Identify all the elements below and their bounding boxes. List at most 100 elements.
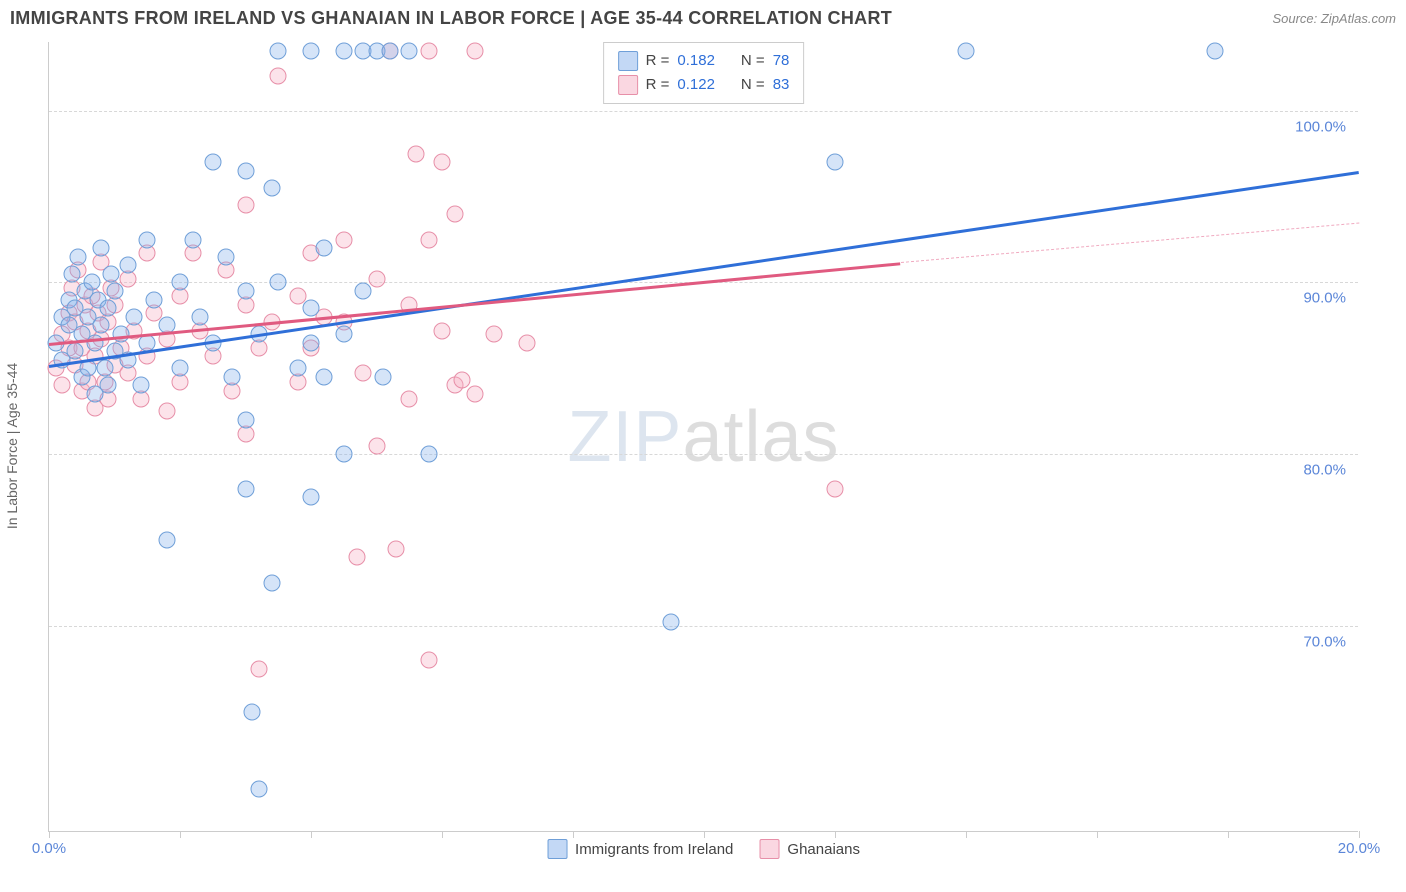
data-point xyxy=(237,480,254,497)
data-point xyxy=(237,197,254,214)
legend-row: R = 0.182 N = 78 xyxy=(618,49,790,73)
data-point xyxy=(106,283,123,300)
data-point xyxy=(407,145,424,162)
data-point xyxy=(420,231,437,248)
data-point xyxy=(303,489,320,506)
source-label: Source: ZipAtlas.com xyxy=(1272,11,1396,26)
data-point xyxy=(224,368,241,385)
x-tick xyxy=(835,831,836,838)
x-tick xyxy=(442,831,443,838)
data-point xyxy=(316,368,333,385)
data-point xyxy=(335,42,352,59)
data-point xyxy=(335,231,352,248)
data-point xyxy=(67,343,84,360)
watermark: ZIPatlas xyxy=(567,396,839,478)
watermark-atlas: atlas xyxy=(682,397,839,477)
data-point xyxy=(250,781,267,798)
data-point xyxy=(519,334,536,351)
data-point xyxy=(466,42,483,59)
data-point xyxy=(86,334,103,351)
data-point xyxy=(126,308,143,325)
data-point xyxy=(217,248,234,265)
data-point xyxy=(368,271,385,288)
data-point xyxy=(355,283,372,300)
data-point xyxy=(388,540,405,557)
legend-n-value: 78 xyxy=(773,49,790,73)
legend-swatch-ghana xyxy=(618,75,638,95)
x-tick xyxy=(573,831,574,838)
data-point xyxy=(270,68,287,85)
data-point xyxy=(401,391,418,408)
legend-r-value: 0.122 xyxy=(677,73,715,97)
title-bar: IMMIGRANTS FROM IRELAND VS GHANAIAN IN L… xyxy=(10,8,1396,29)
data-point xyxy=(250,660,267,677)
data-point xyxy=(401,42,418,59)
x-tick xyxy=(966,831,967,838)
gridline xyxy=(49,454,1358,455)
legend-swatch-ghana xyxy=(759,839,779,859)
data-point xyxy=(375,368,392,385)
legend-n-value: 83 xyxy=(773,73,790,97)
plot-area: ZIPatlas R = 0.182 N = 78 R = 0.122 N = … xyxy=(48,42,1358,832)
data-point xyxy=(827,154,844,171)
data-point xyxy=(96,360,113,377)
data-point xyxy=(70,248,87,265)
data-point xyxy=(83,274,100,291)
data-point xyxy=(303,42,320,59)
legend-series: Immigrants from Ireland Ghanaians xyxy=(547,839,860,859)
data-point xyxy=(368,437,385,454)
data-point xyxy=(172,274,189,291)
data-point xyxy=(63,265,80,282)
data-point xyxy=(93,240,110,257)
data-point xyxy=(99,300,116,317)
gridline xyxy=(49,626,1358,627)
data-point xyxy=(237,162,254,179)
legend-n-label: N = xyxy=(741,73,765,97)
data-point xyxy=(289,360,306,377)
data-point xyxy=(99,377,116,394)
data-point xyxy=(303,300,320,317)
data-point xyxy=(191,308,208,325)
data-point xyxy=(381,42,398,59)
y-axis-label: In Labor Force | Age 35-44 xyxy=(4,363,20,529)
data-point xyxy=(145,291,162,308)
legend-label: Ghanaians xyxy=(787,841,860,858)
data-point xyxy=(185,231,202,248)
x-tick xyxy=(704,831,705,838)
data-point xyxy=(263,179,280,196)
data-point xyxy=(270,42,287,59)
x-tick-label: 0.0% xyxy=(32,840,66,857)
data-point xyxy=(447,205,464,222)
legend-swatch-ireland xyxy=(618,51,638,71)
data-point xyxy=(420,652,437,669)
data-point xyxy=(827,480,844,497)
legend-n-label: N = xyxy=(741,49,765,73)
legend-item-ireland: Immigrants from Ireland xyxy=(547,839,733,859)
data-point xyxy=(434,154,451,171)
data-point xyxy=(119,257,136,274)
x-tick xyxy=(311,831,312,838)
x-tick xyxy=(49,831,50,838)
legend-swatch-ireland xyxy=(547,839,567,859)
x-tick xyxy=(1097,831,1098,838)
data-point xyxy=(420,446,437,463)
data-point xyxy=(355,365,372,382)
y-tick-label: 100.0% xyxy=(1295,118,1346,135)
chart-container: IMMIGRANTS FROM IRELAND VS GHANAIAN IN L… xyxy=(0,0,1406,892)
data-point xyxy=(113,325,130,342)
data-point xyxy=(132,377,149,394)
legend-label: Immigrants from Ireland xyxy=(575,841,733,858)
data-point xyxy=(663,614,680,631)
chart-title: IMMIGRANTS FROM IRELAND VS GHANAIAN IN L… xyxy=(10,8,892,29)
data-point xyxy=(453,372,470,389)
x-tick xyxy=(1228,831,1229,838)
x-tick xyxy=(180,831,181,838)
data-point xyxy=(335,446,352,463)
data-point xyxy=(1206,42,1223,59)
data-point xyxy=(434,322,451,339)
data-point xyxy=(420,42,437,59)
data-point xyxy=(172,360,189,377)
data-point xyxy=(303,334,320,351)
data-point xyxy=(958,42,975,59)
x-tick xyxy=(1359,831,1360,838)
